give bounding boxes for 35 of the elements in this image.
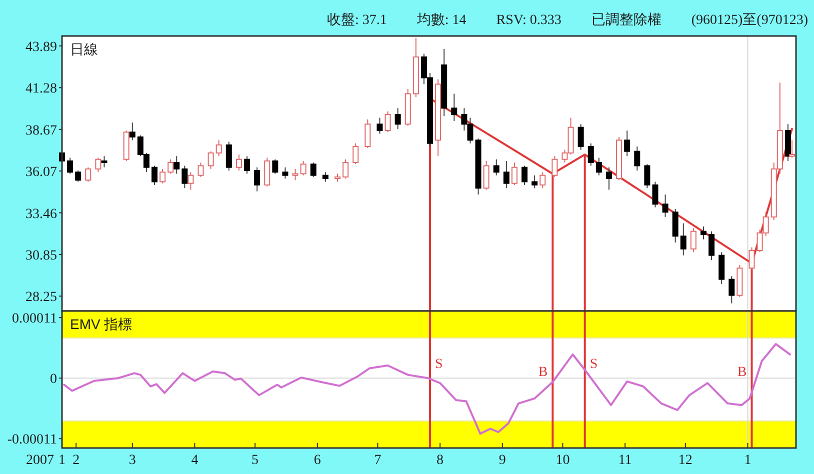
x-tick-label: 10 (556, 453, 570, 468)
x-tick-label: 8 (436, 453, 444, 468)
ref-line-label: B (538, 365, 548, 380)
text: 均數: 14 (416, 12, 466, 28)
y-tick-label: 41.28 (26, 82, 57, 97)
text: 已調整除權 (591, 12, 662, 28)
ref-line-label: S (590, 357, 598, 372)
x-tick-label: 5 (252, 453, 259, 468)
y-tick-label: -0.00011 (7, 432, 57, 448)
x-tick-label: 3 (128, 453, 136, 468)
chart-title: EMV 指標 (70, 316, 132, 332)
y-tick-label: 36.07 (26, 165, 57, 180)
x-tick-label: 2 (72, 453, 80, 468)
x-tick-label: 11 (618, 453, 632, 468)
text: 收盤: 37.1 (326, 12, 387, 28)
ref-line-label: S (435, 357, 443, 372)
x-tick-label: 4 (191, 453, 198, 468)
y-tick-label: 0 (50, 372, 57, 388)
x-tick-label: 12 (678, 453, 692, 468)
ref-line-label: B (737, 365, 747, 380)
x-tick-label: 1 (744, 453, 752, 468)
x-tick-label: 1 (58, 453, 66, 468)
y-tick-label: 43.89 (26, 40, 57, 55)
x-tick-label: 7 (374, 453, 382, 468)
y-tick-label: 38.67 (26, 123, 57, 138)
text: RSV: 0.333 (496, 13, 562, 28)
text: (960125)至(970123) (691, 13, 808, 28)
y-tick-label: 30.85 (26, 248, 57, 264)
x-tick-label: 6 (314, 453, 321, 468)
y-tick-label: 33.46 (26, 206, 57, 222)
y-tick-label: 0.00011 (12, 312, 57, 327)
x-axis-title: 2007 (26, 453, 54, 468)
x-tick-label: 9 (498, 453, 506, 468)
chart-title: 日線 (70, 41, 98, 57)
y-tick-label: 28.25 (26, 290, 57, 306)
